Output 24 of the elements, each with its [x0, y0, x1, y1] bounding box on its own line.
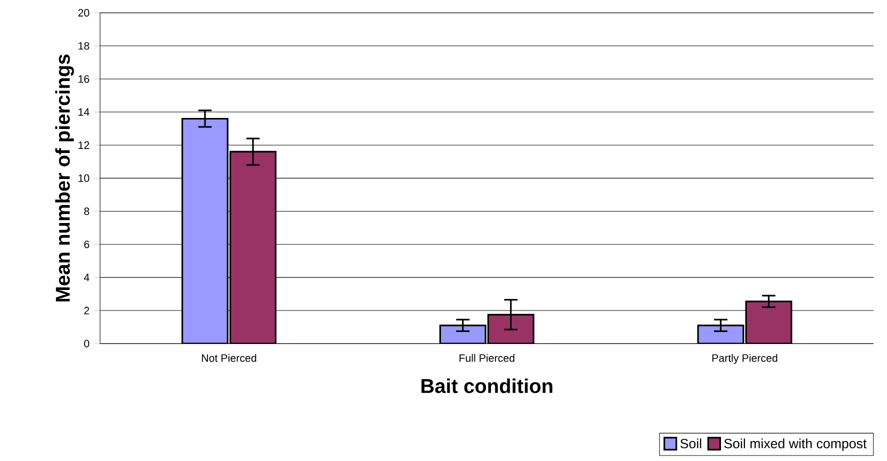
- legend-label: Soil: [680, 438, 702, 448]
- y-tick-label: 14: [78, 108, 90, 116]
- bar: [697, 324, 744, 344]
- x-tick-label: Not Pierced: [202, 354, 256, 362]
- y-tick-label: 16: [78, 75, 90, 83]
- y-tick-label: 4: [84, 274, 90, 282]
- y-tick-label: 8: [84, 208, 90, 216]
- y-tick-label: 12: [78, 141, 90, 149]
- x-tick-label: Partly Pierced: [712, 354, 778, 364]
- y-tick-label: 2: [84, 306, 90, 314]
- y-tick-label: 20: [78, 9, 90, 17]
- x-axis-title: Bait condition: [422, 378, 552, 394]
- legend-label: Soil mixed with compost: [724, 438, 867, 451]
- y-tick-label: 18: [78, 42, 90, 50]
- y-tick-label: 10: [78, 174, 90, 182]
- bar: [439, 324, 486, 344]
- y-tick-label: 6: [84, 240, 90, 248]
- bar: [745, 300, 792, 344]
- x-tick-label: Full Pierced: [460, 354, 514, 362]
- bar: [230, 150, 276, 344]
- y-axis-title: Mean number of piercings: [55, 54, 74, 302]
- y-tick-label: 0: [84, 340, 90, 348]
- bar: [181, 118, 228, 344]
- bar: [487, 314, 534, 344]
